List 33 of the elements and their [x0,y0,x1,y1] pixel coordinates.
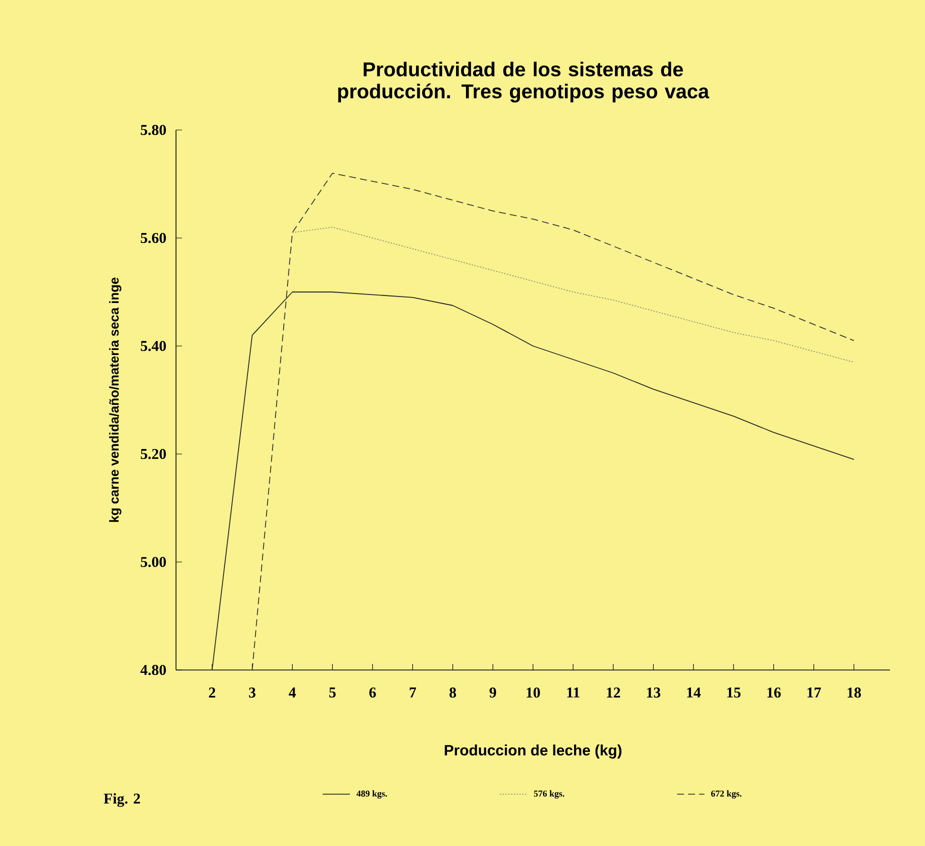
y-tick-label: 5.60 [140,232,166,244]
x-tick-label: 8 [450,688,456,698]
x-tick-label: 11 [567,688,580,698]
x-axis-title: Produccion de leche (kg) [444,744,622,759]
x-tick-label: 10 [526,688,540,698]
legend-label: 489 kgs. [356,790,387,799]
x-tick-label: 5 [329,688,336,698]
y-axis-title: kg carne vendida/año/materia seca inge [109,278,122,522]
y-tick-label: 4.80 [140,664,166,676]
x-tick-label: 17 [808,688,821,698]
y-tick-label: 5.20 [140,448,166,460]
x-tick-label: 3 [249,688,256,698]
x-tick-label: 18 [848,688,861,698]
x-tick-label: 7 [410,688,416,698]
x-tick-label: 12 [606,688,620,698]
line-series [292,226,854,363]
line-series [212,292,854,670]
x-tick-label: 16 [767,688,781,698]
x-tick-label: 15 [727,688,741,698]
y-tick-label: 5.80 [140,124,166,136]
x-tick-label: 9 [490,688,496,698]
x-tick-label: 14 [687,688,701,698]
y-tick-label: 5.00 [140,556,166,568]
legend-label: 576 kgs. [534,790,564,799]
x-tick-label: 13 [647,688,660,698]
line-series [252,172,854,670]
y-tick-label: 5.40 [140,340,166,352]
x-tick-label: 4 [288,688,296,698]
x-tick-label: 2 [208,688,216,698]
caption: Fig. 2 [104,793,140,807]
chart-title: Productividad de los sistemas de producción. Tres genotipos peso vaca [338,62,710,102]
legend-label: 672 kgs. [711,790,742,799]
x-tick-label: 6 [369,688,376,698]
